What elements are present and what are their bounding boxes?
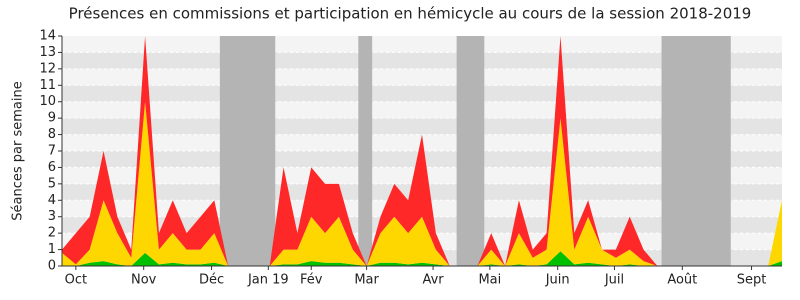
y-axis-label: Séances par semaine <box>11 81 26 220</box>
y-tick-label: 6 <box>48 160 56 175</box>
x-tick-label: Avr <box>422 273 444 288</box>
shaded-range <box>661 36 731 266</box>
shaded-range <box>456 36 485 266</box>
y-tick-label: 12 <box>39 61 56 76</box>
x-tick-label: Nov <box>131 273 157 288</box>
area <box>62 36 782 266</box>
y-tick-label: 13 <box>39 45 56 60</box>
y-tick-label: 7 <box>48 144 56 159</box>
area <box>62 101 782 266</box>
x-tick-label: Juin <box>545 273 570 288</box>
chart-title: Présences en commissions et participatio… <box>69 5 752 23</box>
shaded-range <box>358 36 373 266</box>
x-tick-label: Déc <box>199 273 224 288</box>
y-tick-label: 0 <box>48 259 56 274</box>
y-tick-label: 14 <box>39 29 56 44</box>
x-tick-label: Sept <box>737 273 767 288</box>
y-tick-label: 2 <box>48 226 56 241</box>
x-tick-label: Août <box>667 273 697 288</box>
shaded-range <box>219 36 276 266</box>
y-tick-label: 1 <box>48 242 56 257</box>
area <box>62 251 782 266</box>
x-tick-label: Juil <box>604 273 624 288</box>
y-tick-label: 11 <box>39 78 56 93</box>
y-tick-label: 5 <box>48 176 56 191</box>
y-tick-label: 4 <box>48 193 56 208</box>
y-tick-label: 9 <box>48 111 56 126</box>
y-tick-label: 3 <box>48 209 56 224</box>
x-tick-label: Oct <box>65 273 87 288</box>
y-tick-label: 8 <box>48 127 56 142</box>
x-tick-label: Mar <box>354 273 379 288</box>
x-tick-label: Mai <box>478 273 501 288</box>
x-tick-label: Jan 19 <box>247 273 289 288</box>
y-tick-label: 10 <box>39 94 56 109</box>
x-tick-label: Fév <box>300 273 323 288</box>
